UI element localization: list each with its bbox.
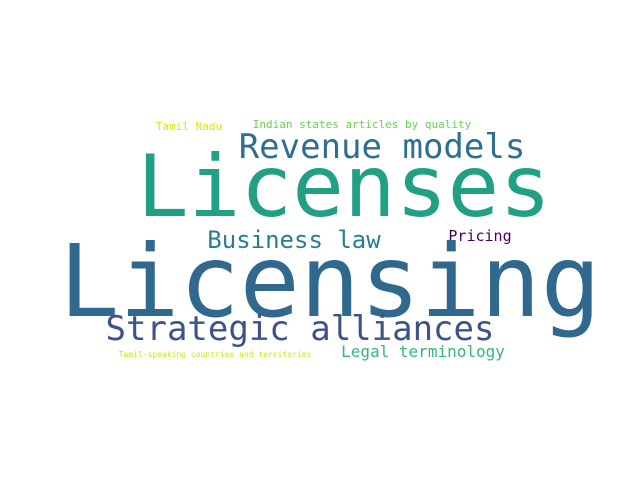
- word-indian-states-articles: Indian states articles by quality: [252, 118, 472, 131]
- word-tamil-nadu: Tamil Nadu: [155, 120, 223, 133]
- word-pricing: Pricing: [448, 227, 512, 245]
- word-licensing: Licensing: [59, 223, 601, 340]
- word-licenses: Licenses: [136, 137, 552, 237]
- word-strategic-alliances: Strategic alliances: [105, 309, 495, 349]
- word-revenue-models: Revenue models: [238, 127, 526, 167]
- word-legal-terminology: Legal terminology: [341, 342, 505, 361]
- word-business-law: Business law: [207, 226, 381, 254]
- word-tamil-speaking-countries: Tamil-speaking countries and territories: [118, 350, 312, 359]
